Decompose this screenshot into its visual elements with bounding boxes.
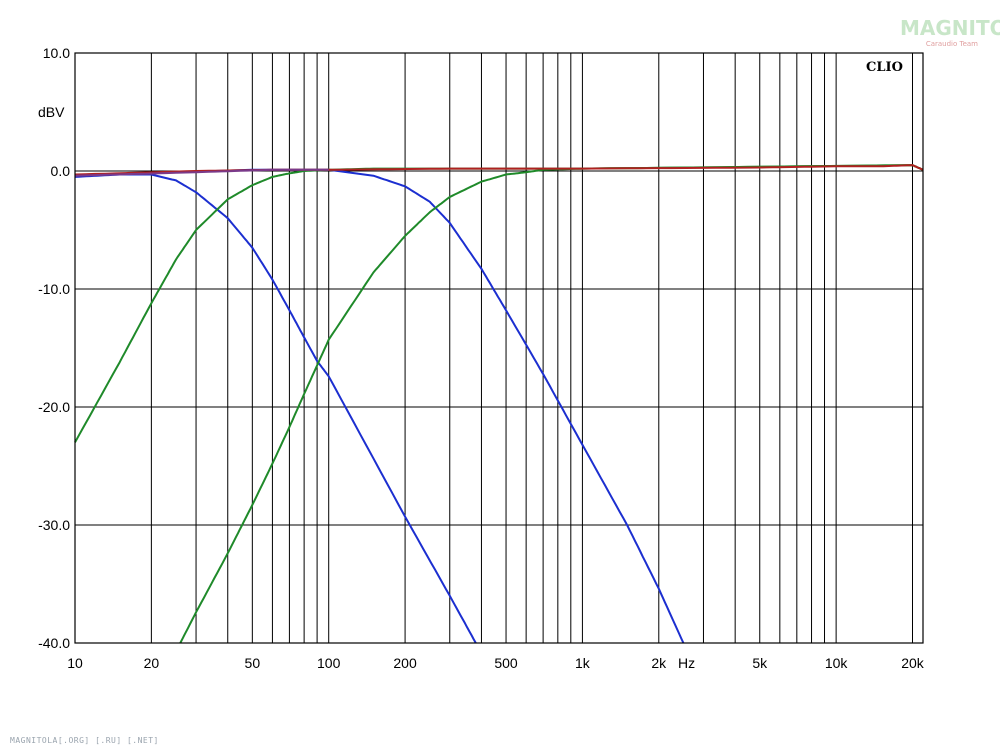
x-tick-label: 10 [67,655,83,671]
x-tick-label: 50 [245,655,261,671]
watermark-logo: MAGNITOLA Caraudio Team [900,16,1000,48]
y-tick-label: -40.0 [38,635,70,651]
clio-brand-label: CLIO [866,60,903,75]
grid [75,53,923,643]
y-axis-label: dBV [38,104,65,120]
series-line-blue-1 [74,168,685,644]
plot-border [74,52,924,644]
x-tick-label: 2k [651,655,667,671]
y-tick-label: -10.0 [38,281,70,297]
y-axis-ticks: 10.0 0.0 -10.0 -20.0 -30.0 -40.0 [38,45,70,651]
watermark-brand: MAGNITOLA [900,16,1000,40]
series-group [74,164,924,644]
x-axis-label: Hz [678,655,695,671]
y-tick-label: 10.0 [43,45,70,61]
x-tick-label: 20k [901,655,925,671]
x-tick-label: 100 [317,655,341,671]
x-tick-label: 10k [825,655,849,671]
y-tick-label: -30.0 [38,517,70,533]
x-tick-label: 20 [144,655,160,671]
y-tick-label: 0.0 [51,163,71,179]
x-tick-label: 5k [752,655,768,671]
x-tick-label: 1k [575,655,591,671]
series-line-purple-5 [74,168,329,177]
x-tick-label: 500 [494,655,518,671]
series-line-blue-0 [74,173,477,644]
footer-text: MAGNITOLA[.ORG] [.RU] [.NET] [10,736,159,745]
series-line-green-3 [179,164,924,644]
y-tick-label: -20.0 [38,399,70,415]
watermark-subtitle: Caraudio Team [925,40,978,48]
x-axis-ticks: 10 20 50 100 200 500 1k 2k 5k 10k 20k [67,655,925,671]
x-tick-label: 200 [393,655,417,671]
plot-area [75,53,923,643]
